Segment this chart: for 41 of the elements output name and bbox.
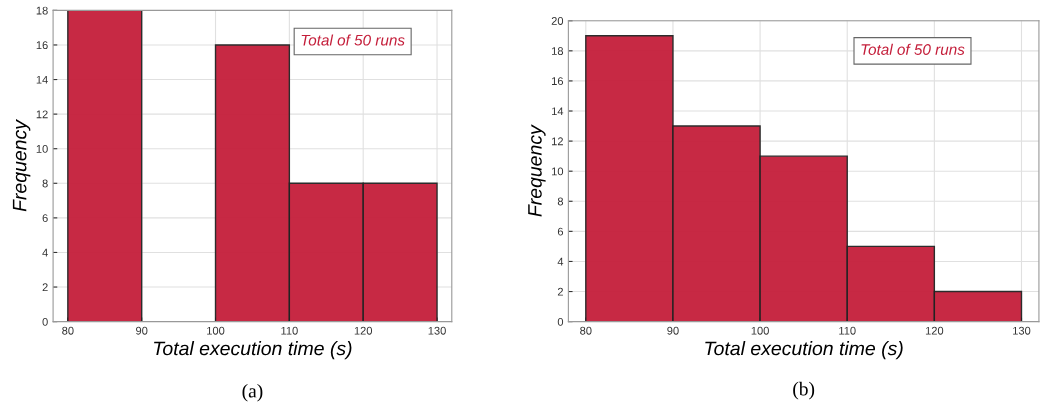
annotation: Total of 50 runs — [301, 34, 405, 46]
x-tick-label: 130 — [1013, 326, 1031, 335]
y-tick-label: 20 — [551, 17, 564, 25]
y-tick-label: 2 — [42, 283, 48, 292]
x-tick-label: 100 — [751, 326, 769, 335]
y-tick-label: 0 — [42, 317, 48, 326]
x-axis-title: Total execution time (s) — [705, 341, 903, 360]
y-tick-label: 10 — [36, 144, 48, 153]
y-tick-label: 4 — [557, 257, 564, 266]
y-tick-label: 10 — [552, 167, 564, 176]
y-axis-title: Frequency — [528, 124, 546, 217]
y-tick-label: 0 — [557, 317, 564, 326]
y-tick-label: 6 — [42, 214, 48, 223]
y-tick-label: 14 — [36, 75, 48, 84]
y-tick-label: 18 — [36, 6, 48, 15]
y-tick-label: 6 — [557, 227, 564, 236]
x-tick-label: 120 — [354, 326, 373, 335]
y-tick-label: 4 — [42, 248, 48, 257]
text: (b) — [793, 381, 815, 400]
y-tick-label: 8 — [42, 179, 48, 188]
x-tick-label: 130 — [428, 326, 446, 335]
x-tick-label: 110 — [281, 326, 298, 335]
y-tick-label: 12 — [552, 137, 563, 146]
x-axis-title: Total execution time (s) — [154, 341, 352, 360]
y-tick-label: 18 — [552, 47, 564, 55]
y-tick-label: 16 — [36, 41, 48, 50]
x-tick-label: 80 — [62, 326, 74, 335]
x-tick-label: 90 — [136, 326, 148, 335]
y-tick-label: 16 — [552, 77, 564, 86]
x-tick-label: 90 — [667, 326, 679, 335]
y-tick-label: 2 — [557, 287, 563, 296]
y-tick-label: 14 — [552, 107, 564, 116]
x-tick-label: 120 — [925, 326, 944, 335]
y-axis-title: Frequency — [12, 119, 31, 212]
x-tick-label: 80 — [580, 326, 592, 335]
y-tick-label: 12 — [36, 110, 48, 119]
text: (a) — [242, 383, 263, 402]
annotation: Total of 50 runs — [861, 43, 965, 55]
y-tick-label: 8 — [557, 197, 564, 206]
x-tick-label: 100 — [207, 326, 225, 335]
x-tick-label: 110 — [839, 326, 856, 335]
